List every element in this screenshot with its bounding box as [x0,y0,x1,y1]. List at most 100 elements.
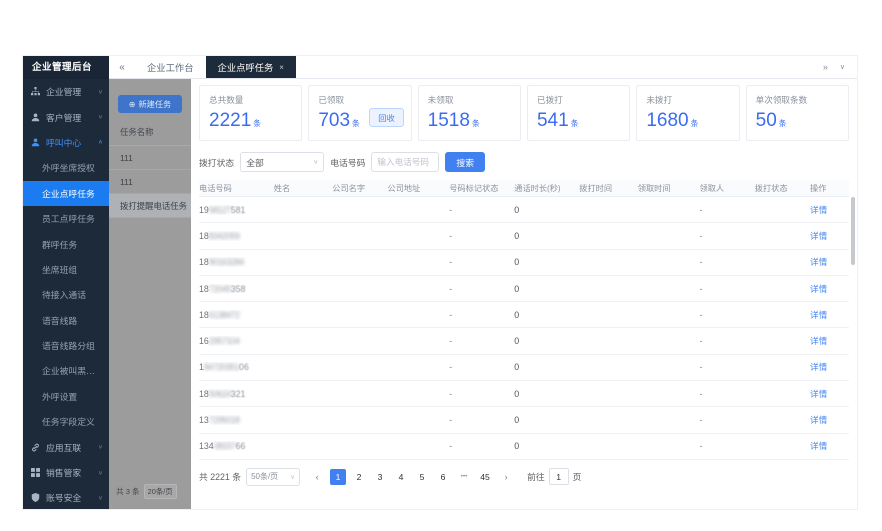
cell-claimer: - [700,257,755,267]
new-task-button[interactable]: ⊕ 新建任务 [118,95,182,113]
sidebar-item-外呼设置[interactable]: 外呼设置 [23,384,109,409]
table-scrollbar[interactable] [851,197,855,265]
claimer-value: - [699,257,703,268]
mark-status-value: - [449,415,453,426]
org-icon [31,87,42,96]
task-page-size-select[interactable]: 20条/页 [143,484,177,499]
close-icon[interactable]: × [279,62,284,72]
sidebar-item-label: 企业点呼任务 [42,188,95,199]
sidebar-item-呼叫中心[interactable]: 呼叫中心 ∧ [23,130,109,155]
stat-unit: 条 [471,119,480,128]
cell-duration: 0 [514,283,520,294]
page-button-4[interactable]: 4 [398,471,404,482]
sidebar-item-语音线路[interactable]: 语音线路 [23,308,109,333]
tab-label: 企业点呼任务 [217,63,274,73]
sidebar-item-销售管家[interactable]: 销售管家 ∨ [23,460,109,485]
phone-segment: 58127 [208,204,231,215]
search-button[interactable]: 搜索 [445,152,486,172]
detail-link[interactable]: 详情 [810,441,828,452]
page-button-3[interactable]: 3 [377,471,383,482]
task-list-item[interactable]: 111 [109,146,191,170]
stat-unit: 条 [778,119,787,128]
call-status-select[interactable]: 全部 ∨ [240,152,325,172]
claimer-value: - [699,415,703,426]
cell-phone: 1850624321 [199,389,274,399]
table-header-row: 电话号码 姓名 公司名字 公司地址 号码标记状态 通话时长(秒) 拨打时间 领取时间 领取人 拨打… [199,180,849,197]
page-button-45[interactable]: 45 [480,471,490,482]
detail-link[interactable]: 详情 [810,388,828,399]
column-header-公司名字: 公司名字 [332,184,366,193]
stat-value: 2221 条 [209,110,262,131]
detail-link[interactable]: 详情 [810,309,828,320]
sidebar-item-待接入通话[interactable]: 待接入通话 [23,282,109,307]
stat-value: 50 条 [755,110,787,131]
sidebar: 企业管理后台 企业管理 ∨ 客户管理 ∨ 呼叫中心 ∧ 外呼坐席授权 企业点呼任务 员工点呼任务… [23,56,109,509]
page-button-2[interactable]: 2 [356,471,362,482]
call-center-icon [31,138,42,147]
detail-link[interactable]: 详情 [810,336,828,347]
cell-action: 详情 [810,256,849,268]
page-button-6[interactable]: 6 [440,471,446,482]
goto-label: 前往 [527,472,545,483]
chevron-down-icon: ∨ [97,444,103,451]
sidebar-item-账号安全[interactable]: 账号安全 ∨ [23,485,109,509]
detail-link[interactable]: 详情 [810,415,828,426]
mark-status-value: - [449,283,453,294]
next-page-button[interactable]: › [504,471,508,482]
chevron-up-icon: ∧ [97,140,103,146]
app-window: 企业管理后台 企业管理 ∨ 客户管理 ∨ 呼叫中心 ∧ 外呼坐席授权 企业点呼任务 员工点呼任务… [22,55,858,510]
cell-duration: 0 [514,309,520,320]
sidebar-menu: 企业管理 ∨ 客户管理 ∨ 呼叫中心 ∧ 外呼坐席授权企业点呼任务员工点呼任务 群呼任务 坐席班… [23,79,109,509]
claimer-value: - [699,441,703,452]
detail-link[interactable]: 详情 [810,362,828,373]
phone-segment: 134 [199,441,214,452]
tab-dropdown-icon[interactable]: ∨ [839,64,845,71]
phone-segment: 6138472 [208,309,240,320]
sidebar-collapse-icon[interactable]: « [119,61,125,73]
detail-link[interactable]: 详情 [810,204,828,215]
cell-phone: 1890163284 [199,257,274,267]
call-status-label: 拨打状态 [199,157,235,168]
phone-input[interactable] [371,152,440,172]
goto-page-input[interactable] [548,468,569,486]
recycle-button[interactable]: 回收 [369,108,404,127]
cell-action: 详情 [810,204,849,216]
detail-link[interactable]: 详情 [810,283,828,294]
task-list-item[interactable]: 拨打提醒电话任务 [109,194,191,218]
table-row: 188342059 - 0 - 详情 [199,223,849,250]
cell-duration: 0 [514,362,520,373]
table-row: 1340815766 - 0 - 详情 [199,434,849,460]
tab-overflow-icon[interactable]: » [822,62,828,72]
sidebar-item-任务字段定义[interactable]: 任务字段定义 [23,409,109,434]
sidebar-item-企业点呼任务[interactable]: 企业点呼任务 [23,180,109,206]
prev-page-button[interactable]: ‹ [315,471,319,482]
task-list-item[interactable]: 111 [109,170,191,194]
sidebar-item-坐席班组[interactable]: 坐席班组 [23,257,109,282]
detail-link[interactable]: 详情 [810,230,828,241]
sidebar-item-群呼任务[interactable]: 群呼任务 [23,231,109,256]
tab-企业点呼任务[interactable]: 企业点呼任务 × [205,56,296,78]
sidebar-item-企业被叫黑名单[interactable]: 企业被叫黑名单 [23,358,109,383]
tab-企业工作台[interactable]: 企业工作台 [135,56,206,78]
stat-value: 541 条 [536,110,579,131]
page-size-select[interactable]: 50条/页 ∨ [246,467,301,486]
phone-segment: 66 [235,441,246,452]
sidebar-item-员工点呼任务[interactable]: 员工点呼任务 [23,206,109,231]
cell-phone: 188342059 [199,231,274,241]
sidebar-item-语音线路分组[interactable]: 语音线路分组 [23,333,109,358]
page-button-5[interactable]: 5 [419,471,425,482]
cell-phone: 162957104 [199,336,274,346]
page-button-1[interactable]: 1 [330,468,347,485]
cell-mark-status: - [449,205,514,215]
detail-link[interactable]: 详情 [810,257,828,268]
phone-segment: 8342059 [208,230,240,241]
stat-card-已拨打: 已拨打 541 条 [526,85,631,141]
sidebar-item-外呼坐席授权[interactable]: 外呼坐席授权 [23,155,109,180]
sidebar-item-应用互联[interactable]: 应用互联 ∨ [23,434,109,459]
customer-icon [31,113,42,122]
mark-status-value: - [449,441,453,452]
sidebar-item-客户管理[interactable]: 客户管理 ∨ [23,104,109,129]
sidebar-item-label: 语音线路 [42,315,78,326]
mark-status-value: - [449,309,453,320]
sidebar-item-企业管理[interactable]: 企业管理 ∨ [23,79,109,104]
